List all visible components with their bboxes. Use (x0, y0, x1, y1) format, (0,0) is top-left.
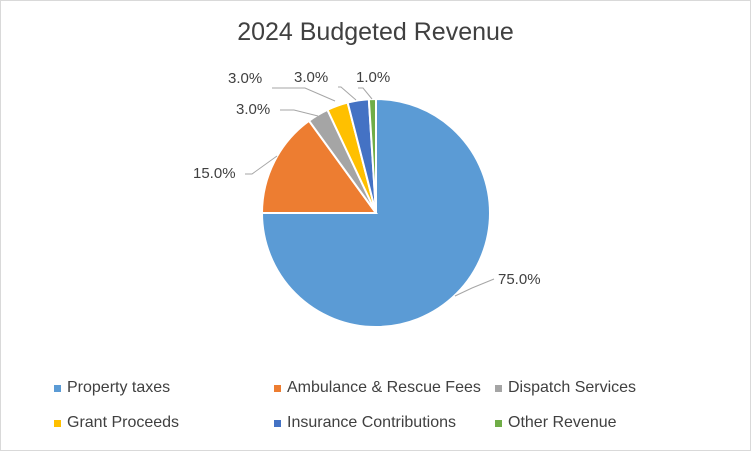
legend-swatch (495, 384, 502, 392)
data-label-dispatch-services: 3.0% (236, 101, 270, 118)
legend-swatch (274, 384, 281, 392)
legend-label: Other Revenue (508, 414, 617, 431)
pie-slice-property-taxes (260, 97, 491, 328)
legend-swatch (274, 419, 281, 427)
legend-swatch (495, 419, 502, 427)
legend-item-ambulance-rescue-fees: Ambulance & Rescue Fees (274, 379, 481, 397)
legend-item-grant-proceeds: Grant Proceeds (54, 414, 179, 432)
leader-line-other-revenue (358, 87, 373, 100)
legend-item-other-revenue: Other Revenue (495, 414, 617, 432)
legend-swatch (54, 419, 61, 427)
legend-item-dispatch-services: Dispatch Services (495, 379, 636, 397)
leader-line-grant-proceeds (272, 87, 336, 102)
leader-line-dispatch-services (280, 109, 319, 117)
data-label-property-taxes: 75.0% (498, 271, 541, 288)
legend-label: Property taxes (67, 379, 171, 396)
leader-line-insurance-contributions (338, 86, 357, 101)
legend-item-insurance-contributions: Insurance Contributions (274, 414, 456, 432)
data-label-insurance-contributions: 3.0% (294, 69, 328, 86)
legend-swatch (54, 384, 61, 392)
data-label-grant-proceeds: 3.0% (228, 70, 262, 87)
leader-line-property-taxes (454, 278, 495, 297)
data-label-ambulance-rescue-fees: 15.0% (193, 165, 236, 182)
legend-label: Dispatch Services (508, 379, 637, 396)
legend-item-property-taxes: Property taxes (54, 379, 170, 397)
pie-slice-ambulance-rescue-fees (260, 119, 378, 214)
legend-label: Grant Proceeds (67, 414, 180, 431)
data-label-other-revenue: 1.0% (356, 69, 390, 86)
legend-label: Ambulance & Rescue Fees (287, 379, 481, 396)
chart-title: 2024 Budgeted Revenue (237, 18, 514, 46)
leader-line-ambulance-rescue-fees (245, 155, 278, 175)
pie-slice-other-revenue (367, 97, 377, 214)
legend-label: Insurance Contributions (287, 414, 456, 431)
